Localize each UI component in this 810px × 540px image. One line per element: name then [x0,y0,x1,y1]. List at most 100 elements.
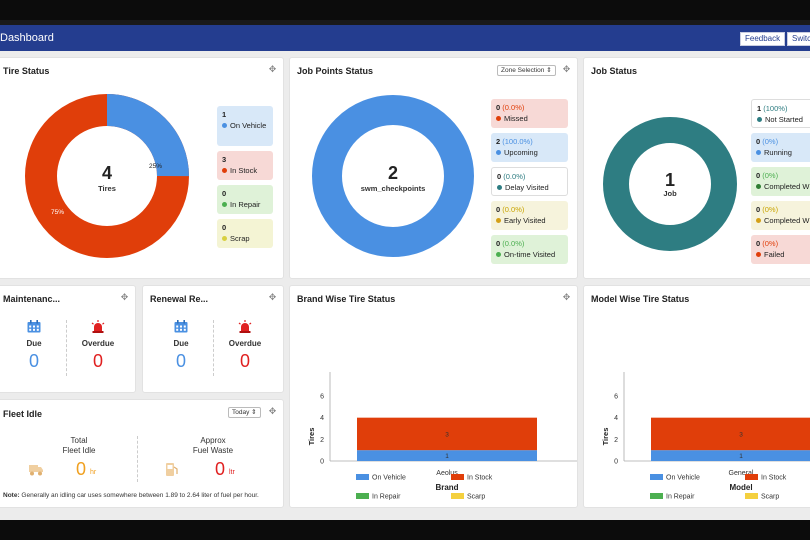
bar-data-label: 1 [445,453,449,460]
period-dropdown[interactable]: Today ⇕ [228,407,261,418]
switch-button[interactable]: Switch [787,32,810,46]
legend-upcoming[interactable]: 2 (100.0%) Upcoming [491,133,568,162]
legend-on-vehicle[interactable]: 1 On Vehicle [217,106,273,146]
legend-missed[interactable]: 0 (0.0%) Missed [491,99,568,128]
legend-label: Running [764,148,792,157]
idle-hours-value[interactable]: 0 [76,459,87,479]
x-axis-label: Brand [435,483,458,492]
legend-swatch [356,474,369,480]
fuel-pump-icon [166,463,178,476]
legend-pct: (0.0%) [503,172,526,181]
feedback-button[interactable]: Feedback [740,32,786,46]
y-axis-label: Tires [601,428,610,446]
legend-value: 2 [496,137,501,146]
dot-icon [756,150,761,155]
legend-value: 0 [756,171,761,180]
updown-arrow-icon: ⇕ [251,409,257,416]
bar-segment-on-vehicle [357,450,537,461]
legend-completed-with-delay[interactable]: 0 (0%) Completed W [751,201,810,230]
dot-icon [222,123,227,128]
x-axis-label: Model [729,483,752,492]
donut-center-value: 1 [664,170,675,190]
card-title: Job Status [591,66,638,76]
drag-handle-icon[interactable]: ✥ [562,64,571,74]
legend-label: Scarp [761,494,779,501]
drag-handle-icon[interactable]: ✥ [268,292,277,302]
dot-icon [222,168,227,173]
y-axis-label: Tires [307,428,316,446]
divider [213,320,214,376]
due-count[interactable]: 0 [28,351,39,371]
dot-icon [222,236,227,241]
legend-pct: (0.0%) [502,103,525,112]
overdue-count[interactable]: 0 [239,351,250,371]
bar-segment-in-stock [651,417,810,451]
legend-label: On Vehicle [230,121,267,130]
legend-pct: (0.0%) [502,239,525,248]
legend-label: In Stock [467,475,493,482]
renewal-card: Renewal Re... ✥ Due Overdue 0 0 [142,285,284,393]
legend-in-stock[interactable]: 3 In Stock [217,151,273,180]
dot-icon [496,150,501,155]
legend-value: 0 [497,172,502,181]
legend-value: 0 [496,103,501,112]
y-tick-label: 2 [320,437,324,444]
legend-on-time-visited[interactable]: 0 (0.0%) On-time Visited [491,235,568,264]
y-tick-label: 6 [614,394,618,401]
dot-icon [496,252,501,257]
maintenance-card: Maintenanc... ✥ Due Overdue 0 0 [0,285,136,393]
legend-value: 1 [222,110,227,119]
drag-handle-icon[interactable]: ✥ [268,406,277,416]
drag-handle-icon[interactable]: ✥ [120,292,129,302]
legend-swatch [745,493,758,499]
note-label: Note: [3,492,20,499]
calendar-icon [174,320,188,333]
legend-pct: (0%) [762,239,779,248]
legend-label: In Stock [761,475,787,482]
x-tick-label: General [729,470,754,477]
fuel-waste-value[interactable]: 0 [215,459,226,479]
legend-delay-visited[interactable]: 0 (0.0%) Delay Visited [491,167,568,196]
donut-center-value: 2 [387,163,398,183]
dashboard-grid: Tire Status ✥ 25% 75% 4 Tires 1 On Vehic… [0,51,810,520]
y-tick-label: 2 [614,437,618,444]
legend-value: 3 [222,155,227,164]
page-title: Dashboard [0,32,54,44]
legend-failed[interactable]: 0 (0%) Failed [751,235,810,264]
zone-selection-dropdown[interactable]: Zone Selection ⇕ [497,65,556,76]
dot-icon [756,252,761,257]
legend-label: Not Started [765,115,803,124]
legend-label: On-time Visited [504,250,556,259]
legend-value: 1 [757,104,762,113]
job-status-donut [603,117,737,251]
bar-segment-in-stock [357,417,537,451]
legend-completed-on-time[interactable]: 0 (0%) Completed W [751,167,810,196]
legend-value: 0 [496,205,501,214]
fleet-idle-card: Fleet Idle Today ⇕ ✥ Total Fleet Idle Ap… [0,399,284,508]
card-title: Maintenanc... [3,294,61,304]
donut-center-label: swm_checkpoints [360,184,426,193]
legend-not-started[interactable]: 1 (100%) Not Started [751,99,810,128]
dashboard-header: Dashboard Feedback Switch [0,25,810,51]
drag-handle-icon[interactable]: ✥ [268,64,277,74]
donut-center-value: 4 [101,163,112,183]
legend-swatch [356,493,369,499]
legend-pct: (0%) [762,171,779,180]
legend-label: In Repair [666,494,695,501]
legend-in-repair[interactable]: 0 In Repair [217,185,273,214]
bar-data-label: 1 [739,453,743,460]
dot-icon [222,202,227,207]
legend-label: Missed [504,114,528,123]
legend-early-visited[interactable]: 0 (0.0%) Early Visited [491,201,568,230]
legend-scrap[interactable]: 0 Scrap [217,219,273,248]
legend-swatch [451,474,464,480]
dot-icon [756,184,761,189]
legend-running[interactable]: 0 (0%) Running [751,133,810,162]
overdue-count[interactable]: 0 [92,351,103,371]
due-count[interactable]: 0 [175,351,186,371]
drag-handle-icon[interactable]: ✥ [562,292,571,302]
dot-icon [496,218,501,223]
legend-label: Scarp [467,494,485,501]
legend-label: Completed W [764,216,810,225]
donut-center-label: Tires [98,184,116,193]
